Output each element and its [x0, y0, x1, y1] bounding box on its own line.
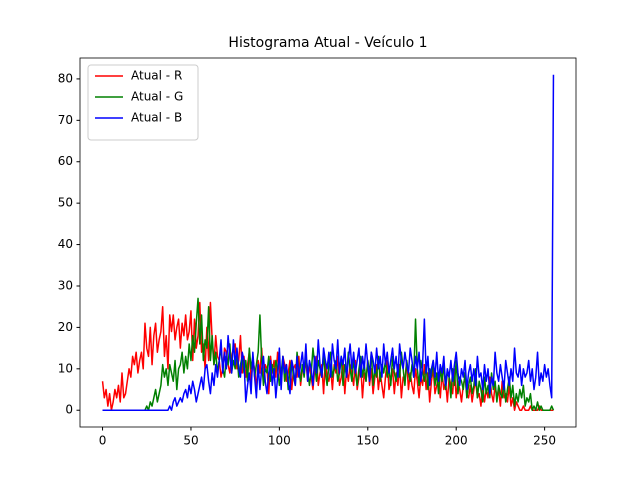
axes-frame — [79, 57, 577, 428]
y-tick-label: 70 — [58, 113, 73, 127]
y-tick-label: 20 — [58, 320, 73, 334]
x-tick-label: 100 — [268, 434, 291, 448]
legend-label: Atual - G — [131, 90, 183, 104]
y-tick-label: 60 — [58, 154, 73, 168]
y-tick-label: 30 — [58, 278, 73, 292]
y-tick-label: 80 — [58, 71, 73, 85]
chart-title: Histograma Atual - Veículo 1 — [228, 35, 427, 51]
x-tick-label: 150 — [356, 434, 379, 448]
x-tick-label: 200 — [445, 434, 468, 448]
series-line — [102, 297, 555, 411]
legend-label: Atual - B — [131, 111, 182, 125]
x-tick-label: 0 — [99, 434, 107, 448]
legend-box — [87, 64, 199, 141]
x-tick-label: 250 — [533, 434, 556, 448]
y-tick-label: 10 — [58, 361, 73, 375]
y-tick-label: 50 — [58, 196, 73, 210]
legend-label: Atual - R — [131, 69, 182, 83]
y-tick-label: 0 — [65, 403, 73, 417]
series-line — [102, 74, 555, 411]
y-tick-label: 40 — [58, 237, 73, 251]
x-tick-label: 50 — [183, 434, 198, 448]
